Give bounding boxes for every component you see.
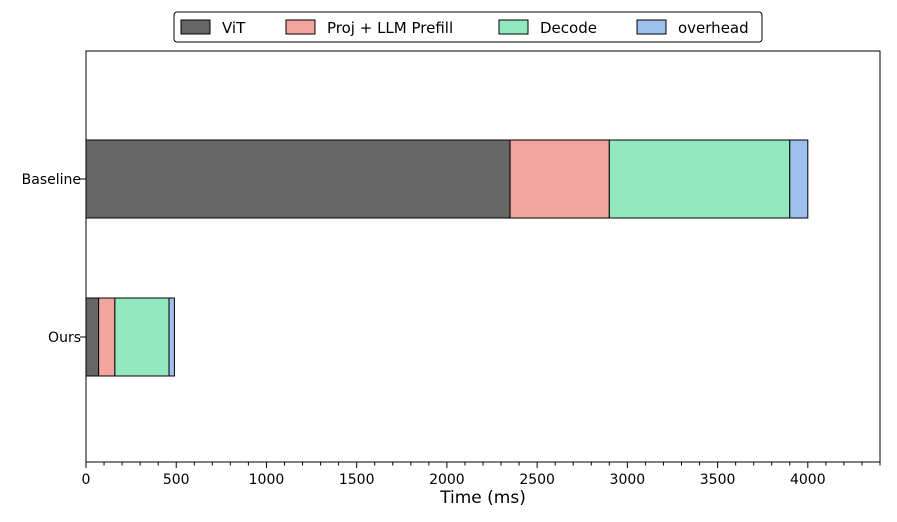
x-tick-label: 2000 bbox=[429, 472, 465, 488]
x-tick-label: 1500 bbox=[339, 472, 375, 488]
plot-frame bbox=[85, 50, 881, 463]
legend-swatch bbox=[285, 19, 316, 35]
bars bbox=[85, 139, 809, 377]
x-tick-label: 3000 bbox=[610, 472, 646, 488]
bar-ours-overhead bbox=[168, 297, 175, 377]
legend-label: overhead bbox=[678, 19, 749, 37]
bar-ours-decode bbox=[114, 297, 170, 377]
legend-swatch bbox=[636, 19, 667, 35]
bar-baseline-decode bbox=[608, 139, 791, 219]
legend-label: Decode bbox=[540, 19, 597, 37]
x-tick-label: 3500 bbox=[700, 472, 736, 488]
x-tick-label: 0 bbox=[82, 472, 91, 488]
bar-ours-proj-llm-prefill bbox=[98, 297, 116, 377]
legend-label: Proj + LLM Prefill bbox=[327, 19, 453, 37]
legend-swatch bbox=[498, 19, 529, 35]
x-tick-label: 1000 bbox=[249, 472, 285, 488]
legend: ViT Proj + LLM Prefill Decode overhead bbox=[173, 11, 763, 43]
x-tick-label: 4000 bbox=[790, 472, 826, 488]
bar-baseline-vit bbox=[85, 139, 511, 219]
bar-baseline-overhead bbox=[789, 139, 809, 219]
y-tick-label: Baseline bbox=[22, 172, 81, 188]
bar-baseline-proj-llm-prefill bbox=[509, 139, 610, 219]
legend-box bbox=[173, 11, 763, 43]
x-axis-title: Time (ms) bbox=[439, 488, 526, 508]
legend-label: ViT bbox=[222, 19, 246, 37]
bar-ours-vit bbox=[85, 297, 100, 377]
x-tick-label: 2500 bbox=[519, 472, 555, 488]
y-tick-label: Ours bbox=[48, 330, 81, 346]
x-tick-label: 500 bbox=[163, 472, 190, 488]
x-axis: 0 500 1000 1500 2000 2500 3000 3500 4000 bbox=[82, 462, 881, 488]
y-axis: Baseline Ours bbox=[22, 172, 86, 346]
legend-swatch bbox=[180, 19, 211, 35]
